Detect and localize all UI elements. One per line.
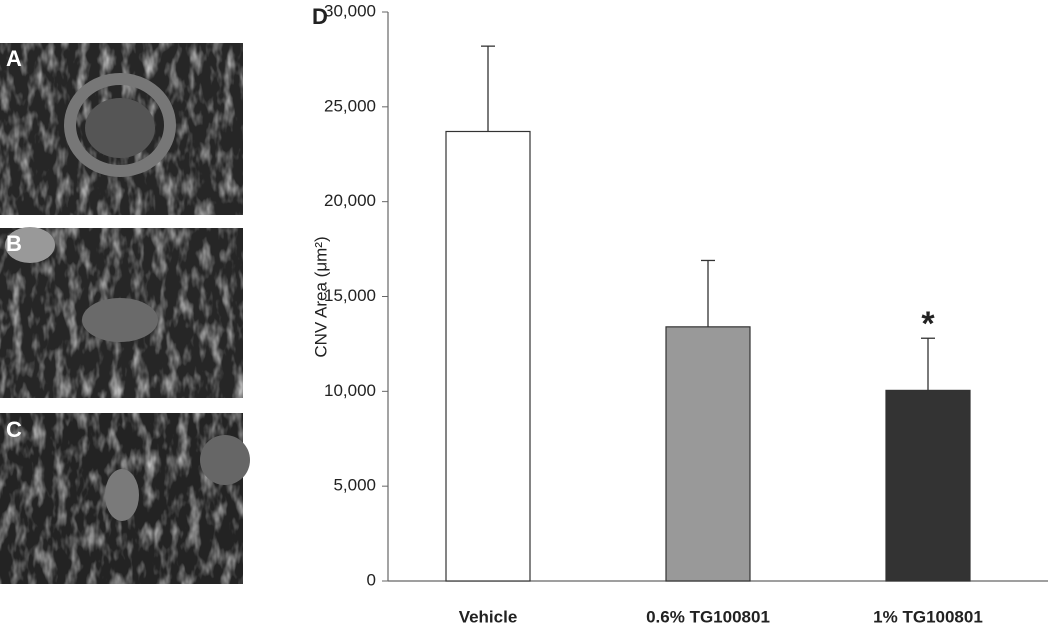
y-tick-label: 0 bbox=[367, 570, 376, 589]
y-tick-label: 30,000 bbox=[324, 1, 376, 20]
y-tick-label: 5,000 bbox=[333, 476, 376, 495]
panel-label: A bbox=[6, 46, 22, 71]
bar bbox=[885, 389, 971, 582]
x-tick-label: 0.6% TG100801 bbox=[646, 607, 770, 626]
bar bbox=[445, 130, 531, 582]
y-axis-label: CNV Area (μm²) bbox=[311, 236, 330, 357]
micrograph-c bbox=[0, 413, 250, 584]
bar bbox=[665, 326, 751, 582]
panel-label: C bbox=[6, 417, 22, 442]
y-tick-label: 10,000 bbox=[324, 381, 376, 400]
panel-label: D bbox=[312, 4, 328, 29]
y-tick-label: 25,000 bbox=[324, 96, 376, 115]
micrograph-b bbox=[0, 227, 243, 398]
panel-label: B bbox=[6, 231, 22, 256]
x-tick-label: 1% TG100801 bbox=[873, 607, 983, 626]
y-tick-label: 15,000 bbox=[324, 286, 376, 305]
micrograph-a bbox=[0, 43, 243, 215]
significance-marker: * bbox=[921, 305, 935, 343]
y-tick-label: 20,000 bbox=[324, 191, 376, 210]
x-tick-label: Vehicle bbox=[459, 607, 518, 626]
